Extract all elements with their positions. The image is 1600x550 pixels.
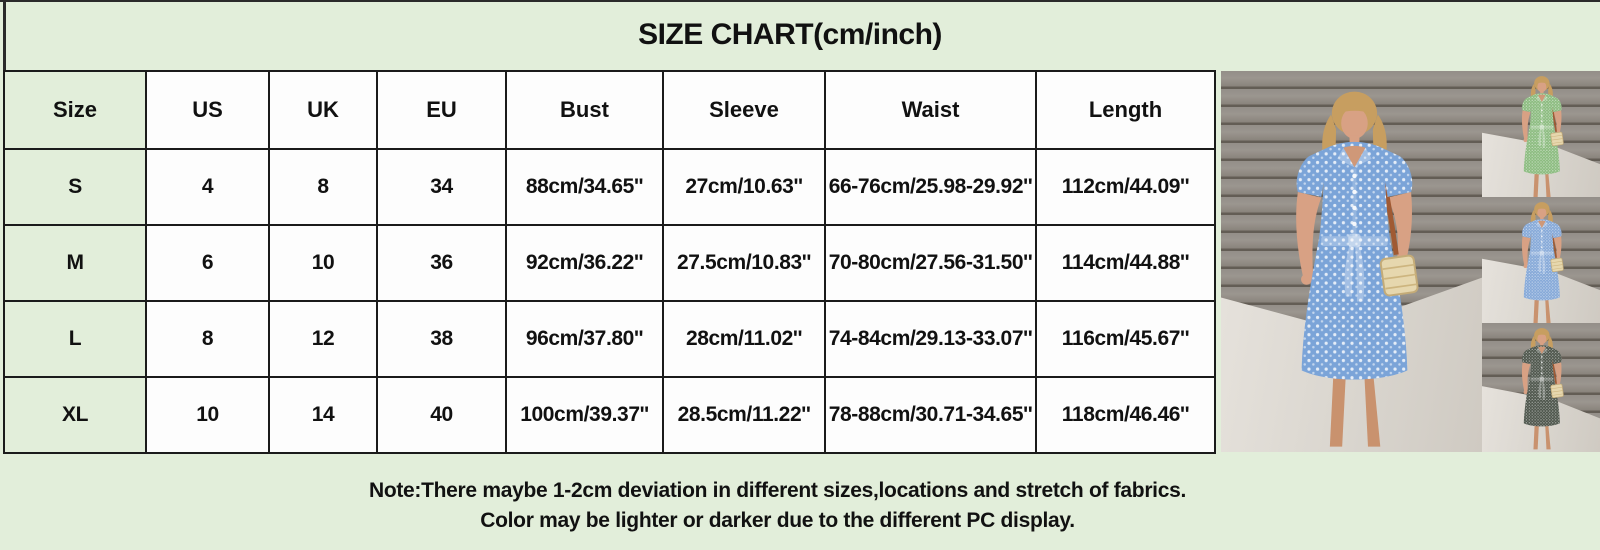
column-header-waist: Waist bbox=[824, 70, 1037, 150]
table-cell: 74-84cm/29.13-33.07'' bbox=[824, 300, 1037, 378]
column-header-bust: Bust bbox=[505, 70, 664, 150]
main-product-photo bbox=[1221, 71, 1482, 452]
model-figure-blue bbox=[1498, 199, 1584, 323]
size-label-cell: L bbox=[3, 300, 147, 378]
table-cell: 38 bbox=[376, 300, 507, 378]
table-cell: 14 bbox=[268, 376, 378, 454]
table-cell: 70-80cm/27.56-31.50'' bbox=[824, 224, 1037, 302]
page-title: SIZE CHART(cm/inch) bbox=[638, 18, 942, 51]
column-header-length: Length bbox=[1035, 70, 1216, 150]
table-cell: 40 bbox=[376, 376, 507, 454]
top-border-line bbox=[0, 0, 1600, 2]
thumbnail-dark-dress bbox=[1482, 323, 1600, 452]
table-cell: 112cm/44.09'' bbox=[1035, 148, 1216, 226]
note-line-1: Note:There maybe 1-2cm deviation in diff… bbox=[368, 479, 1187, 502]
table-cell: 12 bbox=[268, 300, 378, 378]
table-row-s: S 4 8 34 88cm/34.65'' 27cm/10.63'' 66-76… bbox=[3, 148, 1216, 226]
table-cell: 114cm/44.88'' bbox=[1035, 224, 1216, 302]
column-header-us: US bbox=[145, 70, 270, 150]
table-cell: 78-88cm/30.71-34.65'' bbox=[824, 376, 1037, 454]
table-cell: 36 bbox=[376, 224, 507, 302]
column-header-sleeve: Sleeve bbox=[662, 70, 826, 150]
size-label-cell: S bbox=[3, 148, 147, 226]
note-line-2: Color may be lighter or darker due to th… bbox=[480, 509, 1075, 532]
table-row-m: M 6 10 36 92cm/36.22'' 27.5cm/10.83'' 70… bbox=[3, 224, 1216, 302]
column-header-size: Size bbox=[3, 70, 147, 150]
table-cell: 6 bbox=[145, 224, 270, 302]
table-cell: 100cm/39.37'' bbox=[505, 376, 664, 454]
table-cell: 66-76cm/25.98-29.92'' bbox=[824, 148, 1037, 226]
table-cell: 27.5cm/10.83'' bbox=[662, 224, 826, 302]
table-cell: 28.5cm/11.22'' bbox=[662, 376, 826, 454]
table-cell: 34 bbox=[376, 148, 507, 226]
table-cell: 4 bbox=[145, 148, 270, 226]
model-figure-green bbox=[1498, 73, 1584, 197]
table-cell: 118cm/46.46'' bbox=[1035, 376, 1216, 454]
table-cell: 8 bbox=[145, 300, 270, 378]
column-header-uk: UK bbox=[268, 70, 378, 150]
model-figure-dark bbox=[1498, 325, 1584, 451]
thumbnail-green-dress bbox=[1482, 71, 1600, 197]
table-row-xl: XL 10 14 40 100cm/39.37'' 28.5cm/11.22''… bbox=[3, 376, 1216, 454]
table-header-row: Size US UK EU Bust Sleeve Waist Length bbox=[3, 70, 1216, 150]
table-cell: 8 bbox=[268, 148, 378, 226]
table-cell: 27cm/10.63'' bbox=[662, 148, 826, 226]
table-cell: 10 bbox=[145, 376, 270, 454]
column-header-eu: EU bbox=[376, 70, 507, 150]
table-cell: 88cm/34.65'' bbox=[505, 148, 664, 226]
table-cell: 96cm/37.80'' bbox=[505, 300, 664, 378]
size-label-cell: M bbox=[3, 224, 147, 302]
table-cell: 10 bbox=[268, 224, 378, 302]
table-cell: 28cm/11.02'' bbox=[662, 300, 826, 378]
thumbnail-blue-dress bbox=[1482, 197, 1600, 323]
table-cell: 116cm/45.67'' bbox=[1035, 300, 1216, 378]
model-figure-main bbox=[1229, 77, 1475, 452]
size-label-cell: XL bbox=[3, 376, 147, 454]
size-note: Note:There maybe 1-2cm deviation in diff… bbox=[0, 452, 1555, 550]
table-cell: 92cm/36.22'' bbox=[505, 224, 664, 302]
size-table: Size US UK EU Bust Sleeve Waist Length S… bbox=[3, 70, 1216, 454]
table-row-l: L 8 12 38 96cm/37.80'' 28cm/11.02'' 74-8… bbox=[3, 300, 1216, 378]
